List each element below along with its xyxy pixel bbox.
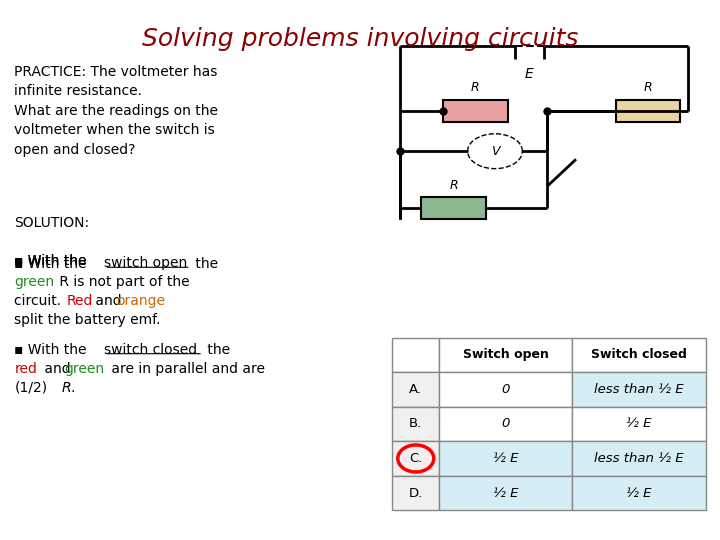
Text: Switch closed: Switch closed [591, 348, 687, 361]
Text: Solving problems involving circuits: Solving problems involving circuits [142, 27, 578, 51]
FancyBboxPatch shape [572, 338, 706, 372]
Text: E: E [525, 68, 534, 82]
Text: orange: orange [117, 294, 166, 308]
Text: (1/2): (1/2) [14, 381, 48, 395]
Text: ½ E: ½ E [493, 487, 518, 500]
Text: ▪ With the: ▪ With the [14, 256, 91, 271]
Text: split the battery emf.: split the battery emf. [14, 313, 161, 327]
Text: R: R [644, 82, 652, 94]
Text: D.: D. [409, 487, 423, 500]
FancyBboxPatch shape [439, 372, 572, 407]
Text: R: R [471, 82, 480, 94]
Text: R: R [61, 381, 71, 395]
Text: B.: B. [409, 417, 423, 430]
Text: Switch open: Switch open [463, 348, 549, 361]
Text: SOLUTION:: SOLUTION: [14, 216, 89, 230]
Text: V: V [491, 145, 499, 158]
Text: Red: Red [66, 294, 93, 308]
Text: R: R [449, 179, 458, 192]
Text: green: green [14, 275, 55, 289]
Text: the: the [203, 343, 230, 357]
FancyBboxPatch shape [439, 441, 572, 476]
Text: ½ E: ½ E [626, 417, 652, 430]
Text: 0: 0 [502, 383, 510, 396]
Text: green: green [64, 362, 104, 376]
Text: ½ E: ½ E [493, 452, 518, 465]
Text: less than ½ E: less than ½ E [594, 452, 684, 465]
Text: 0: 0 [502, 417, 510, 430]
Text: ▪ With the: ▪ With the [14, 254, 91, 268]
Text: switch closed: switch closed [104, 343, 197, 357]
Text: are in parallel and are: are in parallel and are [107, 362, 264, 376]
FancyBboxPatch shape [439, 407, 572, 441]
Text: PRACTICE: The voltmeter has
infinite resistance.
What are the readings on the
vo: PRACTICE: The voltmeter has infinite res… [14, 65, 218, 157]
Text: red: red [14, 362, 37, 376]
Text: .: . [71, 381, 75, 395]
FancyBboxPatch shape [572, 407, 706, 441]
Text: ½ E: ½ E [626, 487, 652, 500]
FancyBboxPatch shape [572, 441, 706, 476]
FancyBboxPatch shape [421, 197, 486, 219]
FancyBboxPatch shape [439, 338, 572, 372]
Text: R is not part of the: R is not part of the [55, 275, 190, 289]
FancyBboxPatch shape [439, 476, 572, 510]
Text: less than ½ E: less than ½ E [594, 383, 684, 396]
Text: ▪ With the: ▪ With the [14, 254, 91, 268]
Text: switch open: switch open [104, 256, 188, 271]
FancyBboxPatch shape [392, 476, 439, 510]
FancyBboxPatch shape [392, 441, 439, 476]
Text: ▪ With the: ▪ With the [14, 343, 91, 357]
FancyBboxPatch shape [616, 100, 680, 122]
Text: and: and [91, 294, 127, 308]
FancyBboxPatch shape [572, 372, 706, 407]
Text: C.: C. [409, 452, 423, 465]
FancyBboxPatch shape [443, 100, 508, 122]
Text: A.: A. [409, 383, 423, 396]
FancyBboxPatch shape [392, 338, 439, 372]
Text: circuit.: circuit. [14, 294, 66, 308]
FancyBboxPatch shape [392, 372, 439, 407]
FancyBboxPatch shape [392, 407, 439, 441]
FancyBboxPatch shape [572, 476, 706, 510]
Text: and: and [40, 362, 75, 376]
Text: the: the [191, 256, 218, 271]
